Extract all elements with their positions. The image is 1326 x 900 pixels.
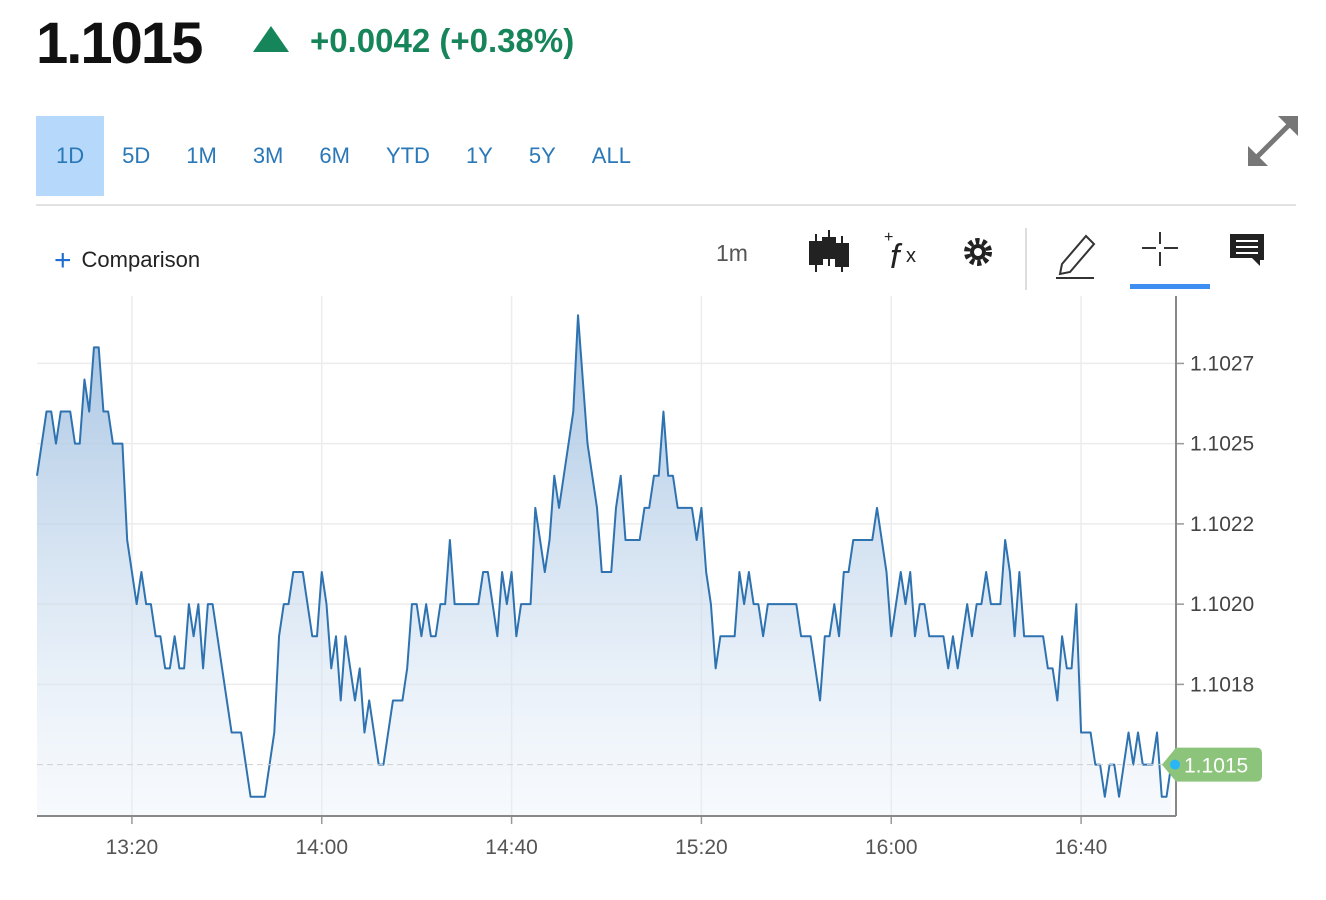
- last-price-dot: [1170, 759, 1180, 770]
- comparison-label: Comparison: [81, 247, 201, 272]
- y-tick-label: 1.1020: [1190, 593, 1254, 616]
- active-tool-underline: [1130, 284, 1210, 289]
- range-button[interactable]: 1D: [36, 116, 105, 196]
- x-tick-label: 14:40: [485, 836, 538, 859]
- range-button[interactable]: YTD: [385, 143, 430, 168]
- range-selector: 1D 5D 1M 3M 6M YTD 1Y 5Y ALL: [36, 116, 649, 196]
- y-tick-label: 1.1025: [1190, 433, 1254, 456]
- x-tick-label: 13:20: [106, 836, 159, 859]
- interval-button[interactable]: 1m: [716, 240, 748, 266]
- last-price: 1.1015: [36, 11, 203, 76]
- x-tick-label: 14:00: [295, 836, 348, 859]
- svg-text:+: +: [884, 229, 893, 246]
- candle-icon[interactable]: [809, 230, 849, 272]
- range-button[interactable]: ALL: [591, 143, 631, 168]
- last-price-tag: [1162, 747, 1262, 782]
- toolbar-icons: + f x: [809, 228, 1264, 290]
- range-button[interactable]: 3M: [252, 143, 284, 168]
- divider: [36, 204, 1296, 206]
- svg-text:x: x: [906, 245, 916, 267]
- range-button[interactable]: 6M: [319, 143, 350, 168]
- x-tick-label: 16:00: [865, 836, 918, 859]
- last-price-label: 1.1015: [1184, 755, 1248, 778]
- x-tick-label: 16:40: [1055, 836, 1108, 859]
- up-arrow: [253, 26, 289, 52]
- draw-icon[interactable]: [1056, 234, 1096, 279]
- x-tick-label: 15:20: [675, 836, 728, 859]
- range-button[interactable]: 5Y: [528, 143, 556, 168]
- range-button[interactable]: 1Y: [465, 143, 493, 168]
- settings-icon[interactable]: [964, 238, 992, 266]
- expand-button[interactable]: [1246, 114, 1300, 168]
- y-tick-label: 1.1018: [1190, 673, 1254, 696]
- y-tick-label: 1.1022: [1190, 513, 1254, 536]
- area-fill: [37, 315, 1172, 816]
- price-line: [36, 314, 1173, 798]
- range-button[interactable]: 1M: [186, 143, 217, 168]
- y-tick-label: 1.1027: [1190, 352, 1254, 375]
- range-button[interactable]: 5D: [122, 143, 151, 168]
- price-change: +0.0042 (+0.38%): [310, 22, 575, 59]
- crosshair-icon[interactable]: [1142, 232, 1178, 266]
- comment-icon[interactable]: [1230, 234, 1264, 266]
- comparison-button[interactable]: + Comparison: [54, 244, 201, 277]
